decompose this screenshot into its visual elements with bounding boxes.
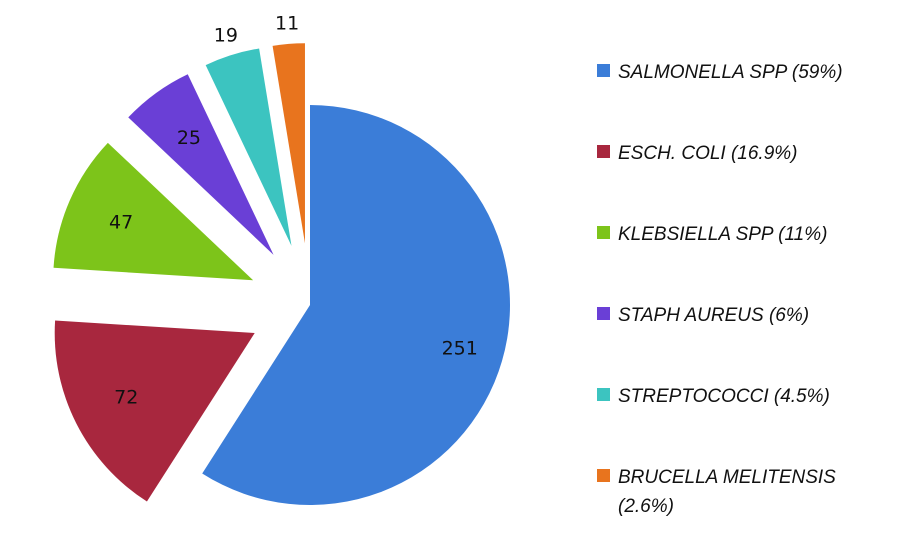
pie-area: 251 72 47 25 19 11 [53, 12, 510, 505]
pie-slice [54, 320, 255, 502]
pie-slice [202, 105, 510, 505]
legend-item: KLEBSIELLA SPP (11%) [597, 220, 887, 301]
pie-slice [205, 48, 292, 246]
data-label: 251 [442, 337, 478, 359]
data-label: 25 [177, 127, 201, 149]
legend-swatch [597, 226, 610, 239]
legend-swatch [597, 307, 610, 320]
legend-swatch [597, 145, 610, 158]
data-label: 47 [109, 211, 133, 233]
legend-label: STREPTOCOCCI (4.5%) [618, 386, 830, 407]
legend-label: ESCH. COLI (16.9%) [618, 143, 798, 164]
legend-label: BRUCELLA MELITENSIS (2.6%) [618, 467, 836, 517]
pie-slice [53, 142, 254, 281]
legend-swatch [597, 388, 610, 401]
data-label: 72 [114, 387, 138, 409]
legend: SALMONELLA SPP (59%) ESCH. COLI (16.9%) KL… [597, 58, 887, 538]
data-label: 19 [214, 24, 238, 46]
legend-swatch [597, 64, 610, 77]
legend-item: BRUCELLA MELITENSIS (2.6%) [597, 463, 887, 538]
legend-item: ESCH. COLI (16.9%) [597, 139, 887, 220]
legend-label: SALMONELLA SPP (59%) [618, 62, 843, 83]
legend-item: STAPH AUREUS (6%) [597, 301, 887, 382]
legend-item: STREPTOCOCCI (4.5%) [597, 382, 887, 463]
pie-slice [128, 74, 274, 255]
data-label: 11 [275, 12, 299, 34]
legend-item: SALMONELLA SPP (59%) [597, 58, 887, 139]
legend-swatch [597, 469, 610, 482]
legend-label: STAPH AUREUS (6%) [618, 305, 810, 326]
legend-label: KLEBSIELLA SPP (11%) [618, 224, 828, 245]
pie-slice [272, 43, 305, 244]
